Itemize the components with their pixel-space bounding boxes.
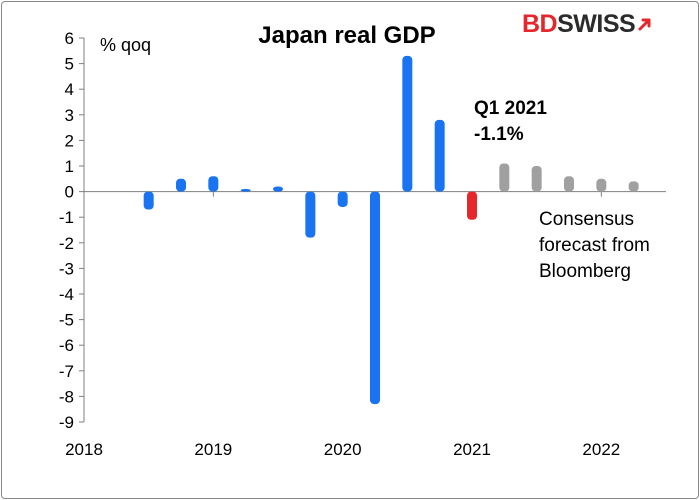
y-tick-label: 4	[65, 80, 74, 99]
bar-actual	[176, 178, 186, 192]
y-tick-label: -2	[59, 234, 74, 253]
bar-consensus-forecast	[596, 178, 607, 192]
bar-consensus-forecast	[499, 163, 510, 192]
x-tick-label: 2019	[194, 440, 232, 459]
bar-actual	[402, 55, 413, 192]
bdswiss-logo: BD SWISS	[522, 10, 653, 38]
x-tick-label: 2021	[453, 440, 491, 459]
y-tick-label: -6	[59, 336, 74, 355]
y-tick-label: 2	[65, 131, 74, 150]
y-tick-label: 5	[65, 55, 74, 74]
forecast-annotation-line-2: forecast from	[539, 235, 650, 256]
bar-actual	[240, 189, 251, 192]
y-tick-label: -3	[59, 259, 74, 278]
forecast-annotation-line-1: Consensus	[539, 209, 634, 230]
x-tick-label: 2018	[65, 440, 103, 459]
y-tick-label: 0	[65, 183, 74, 202]
y-tick-label: 6	[65, 29, 74, 48]
chart-title: Japan real GDP	[258, 22, 435, 49]
y-tick-label: 1	[65, 157, 74, 176]
bar-actual	[143, 191, 154, 210]
bar-actual	[273, 186, 283, 192]
forecast-annotation-line-3: Bloomberg	[539, 261, 631, 282]
bar-consensus-forecast	[564, 176, 574, 192]
bar-actual	[305, 191, 316, 238]
y-tick-label: -8	[59, 387, 74, 406]
y-tick-label: -7	[59, 362, 74, 381]
bar-actual	[337, 191, 348, 207]
x-tick-label: 2022	[582, 440, 620, 459]
bar-actual	[434, 119, 445, 192]
x-tick-label: 2020	[324, 440, 362, 459]
y-tick-label: -4	[59, 285, 74, 304]
y-unit-label: % qoq	[100, 35, 151, 55]
logo-arrow-icon	[638, 18, 651, 31]
bar-q1-2021	[467, 191, 477, 220]
y-tick-label: -1	[59, 208, 74, 227]
q1-annotation-title: Q1 2021	[474, 98, 547, 119]
logo-bd-text: BD	[522, 9, 558, 38]
logo-swiss-text: SWISS	[557, 9, 636, 38]
bar-consensus-forecast	[628, 181, 639, 192]
bar-actual	[370, 191, 380, 405]
q1-annotation-value: -1.1%	[474, 124, 524, 145]
y-tick-label: 3	[65, 106, 74, 125]
bar-actual	[208, 176, 219, 192]
y-tick-label: -9	[59, 413, 74, 432]
y-tick-label: -5	[59, 311, 74, 330]
bar-consensus-forecast	[531, 166, 542, 192]
